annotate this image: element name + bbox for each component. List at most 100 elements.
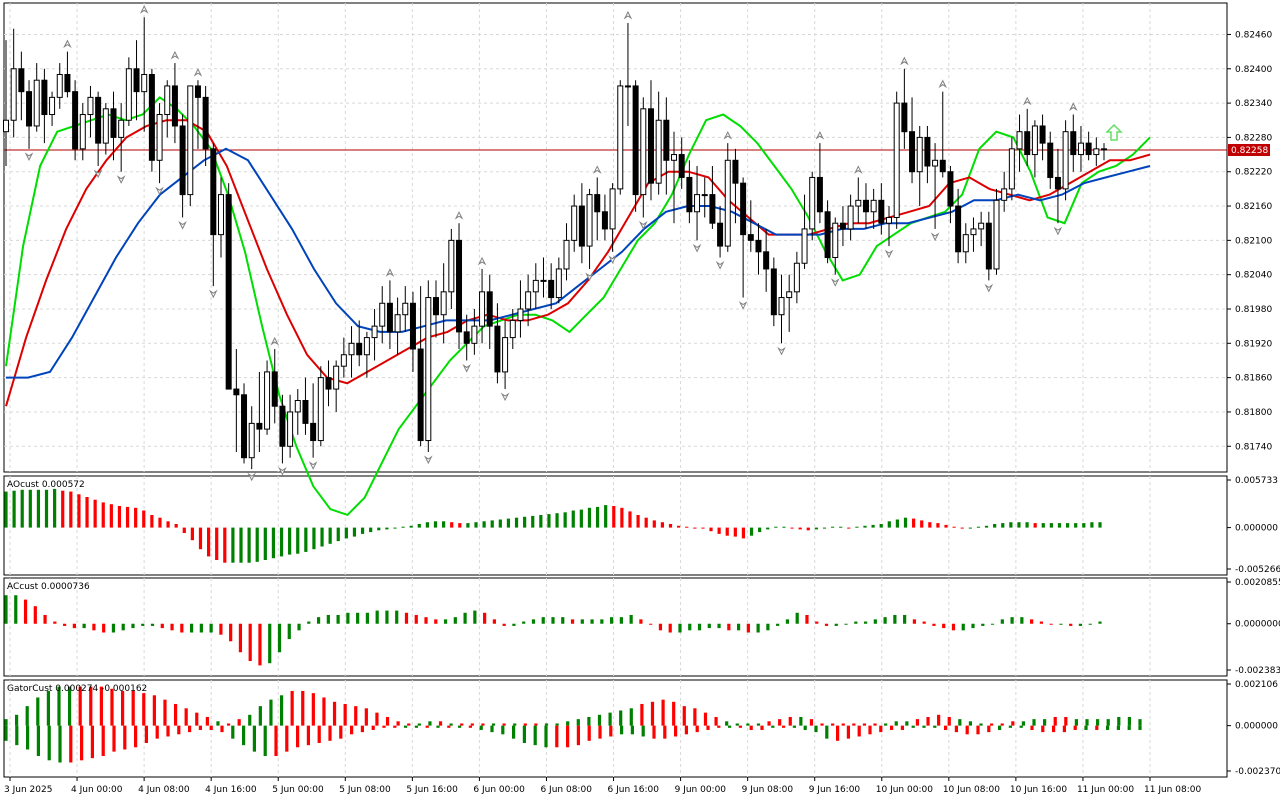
candle-body-bull [832, 222, 839, 259]
ac-bar [551, 617, 555, 624]
candle [886, 206, 893, 247]
candle [678, 137, 685, 189]
gator-lower-bar [274, 725, 278, 756]
ac-panel: ACcust 0.0000736 [4, 582, 1102, 666]
ao-bar [1090, 522, 1094, 528]
ao-bar [595, 506, 600, 528]
gator-upper-bar [14, 714, 19, 726]
candle [363, 331, 370, 378]
candle-body-bull [993, 199, 1000, 270]
candle-body-bear [325, 377, 332, 390]
candle [179, 114, 186, 218]
gator-upper-bar [354, 706, 358, 726]
candle [955, 188, 962, 264]
ac-bar [326, 614, 330, 624]
ao-bar [579, 509, 583, 528]
ac-bar [834, 623, 838, 626]
candle [256, 371, 263, 452]
ao-bar [506, 518, 511, 528]
gator-lower-bar [846, 725, 850, 739]
ao-bar [61, 490, 65, 528]
candle-body-bear [1054, 176, 1061, 190]
buy-signal-arrow [1105, 123, 1123, 141]
fractal-up-marker [854, 165, 863, 174]
candle [133, 40, 140, 121]
candle [655, 91, 662, 195]
gator-lower-bar [900, 725, 904, 730]
ao-bar [701, 527, 705, 529]
candle-body-bear [732, 159, 739, 184]
gator-upper-bar [290, 690, 294, 726]
ac-bar [1098, 621, 1102, 624]
x-tick-label: 10 Jun 16:00 [1010, 785, 1067, 795]
candle [962, 223, 969, 264]
gator-upper-bar [831, 723, 835, 726]
candle-body-bull [187, 85, 194, 196]
candle-body-bear [18, 68, 25, 93]
ao-bar [36, 489, 41, 528]
ac-bar [336, 614, 340, 624]
candle [862, 183, 869, 229]
candle-body-bear [64, 73, 71, 93]
gator-upper-bar [1127, 716, 1132, 726]
gator-upper-bar [131, 690, 135, 726]
ac-bar [453, 617, 457, 624]
current-price-tag [1228, 143, 1270, 156]
candle-body-bull [532, 279, 539, 293]
candle [563, 223, 570, 281]
x-tick-label: 4 Jun 16:00 [205, 785, 257, 795]
gator-upper-bar [460, 723, 464, 726]
ac-bar [766, 623, 770, 631]
gator-upper-bar [958, 719, 962, 726]
candle-body-bull [793, 262, 800, 293]
fractal-up-marker [385, 268, 395, 277]
ao-bar [928, 522, 932, 528]
ao-bar [693, 527, 697, 529]
candle-body-bull [440, 291, 447, 316]
panel-frames [3, 2, 1228, 778]
ac-bar [785, 619, 790, 624]
ac-bar [102, 623, 106, 633]
gator-upper-bar [513, 723, 517, 726]
ac-bar [844, 623, 848, 625]
candle-body-bull [394, 314, 401, 333]
fractal-up-marker [723, 131, 733, 140]
gator-lower-bar [987, 725, 991, 733]
ao-bar [830, 526, 835, 528]
gator-lower-bar [803, 725, 807, 730]
ao-bar [369, 527, 373, 533]
candle [555, 257, 562, 304]
ao-bar [725, 527, 729, 536]
ac-bar [1039, 621, 1043, 624]
candle-body-bull [916, 136, 923, 173]
ao-bar [231, 527, 235, 563]
gator-lower-bar [490, 725, 494, 733]
gator-upper-bar [672, 701, 676, 726]
gator-upper-bar [332, 701, 337, 726]
candle-body-bear [824, 211, 831, 259]
candle-body-bull [586, 194, 593, 247]
gator-lower-bar [1106, 725, 1110, 730]
ao-bar [215, 527, 219, 561]
gator-upper-bar [544, 723, 549, 726]
gator-upper-bar [979, 723, 983, 726]
candle-body-bear [909, 131, 916, 173]
ac-bar [424, 617, 428, 624]
candle-body-bull [1062, 131, 1069, 190]
gator-upper-bar [491, 723, 496, 726]
panel-frame [3, 577, 1228, 677]
ao-bar [993, 524, 997, 528]
ac-bar [903, 614, 907, 624]
candle [41, 68, 48, 144]
candle [49, 91, 56, 126]
ao-label: AOcust 0.000572 [7, 480, 85, 490]
gator-upper-bar [650, 701, 655, 726]
candle [456, 223, 463, 350]
candle [924, 125, 931, 184]
candle [809, 171, 816, 241]
gator-upper-bar [1053, 716, 1057, 726]
ao-bar [685, 526, 689, 528]
gator-upper-bar [1138, 719, 1142, 726]
ao-bar [547, 514, 551, 528]
ac-bar [1069, 623, 1073, 626]
